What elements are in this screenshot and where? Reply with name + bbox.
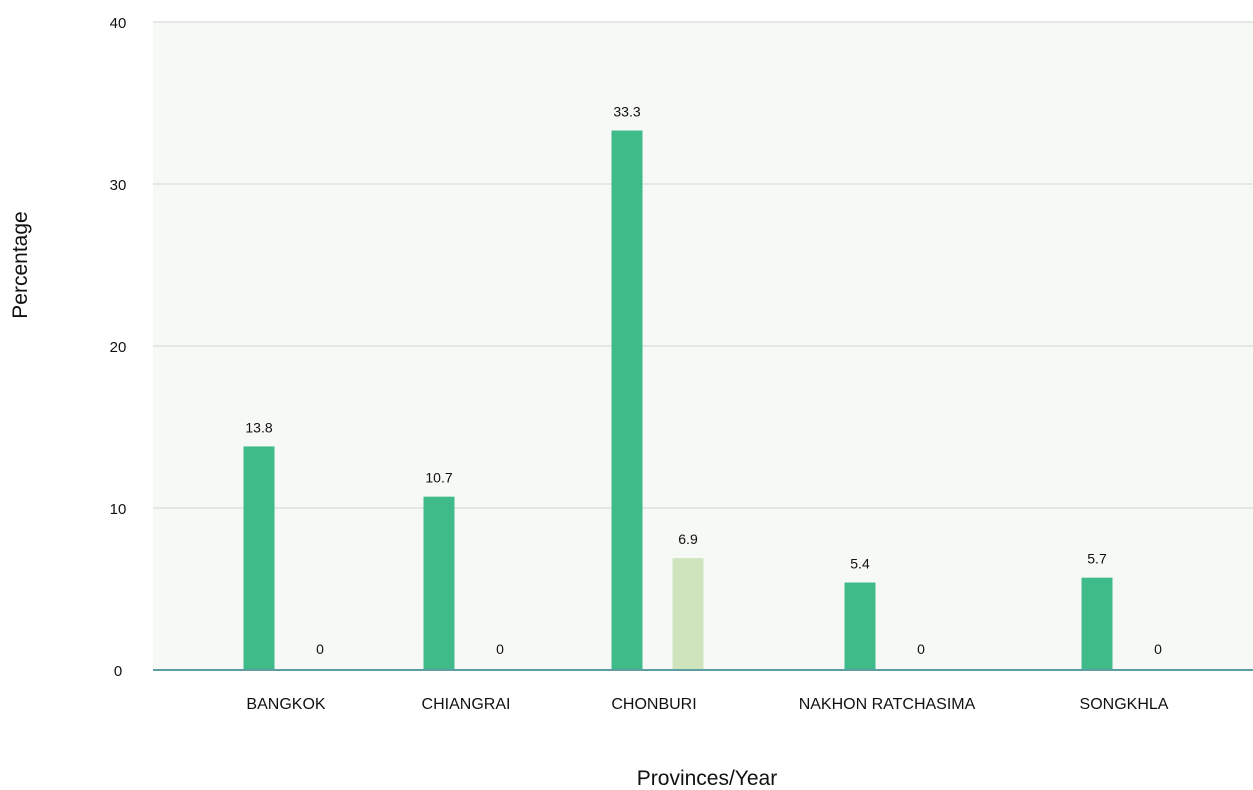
data-label: 10.7 <box>425 470 452 486</box>
x-tick-label: BANGKOK <box>246 696 325 713</box>
data-label: 33.3 <box>613 104 640 120</box>
data-label: 0 <box>496 641 504 657</box>
x-tick-label: SONGKHLA <box>1080 696 1169 713</box>
bar <box>423 496 455 670</box>
bars <box>243 130 1113 671</box>
y-tick-label: 40 <box>110 15 127 32</box>
y-axis-title: Percentage <box>9 211 32 318</box>
data-label: 6.9 <box>678 531 698 547</box>
bar <box>611 130 643 671</box>
gridlines <box>153 21 1253 509</box>
data-label: 0 <box>316 641 324 657</box>
data-label: 5.7 <box>1087 551 1107 567</box>
y-tick-label: 30 <box>110 177 127 194</box>
data-label: 13.8 <box>245 419 272 435</box>
y-tick-label: 20 <box>110 339 127 356</box>
y-tick-label: 0 <box>114 663 122 680</box>
bar <box>672 558 704 670</box>
bar <box>844 582 876 670</box>
data-labels: 13.8 10.7 33.3 5.4 5.7 0 0 6.9 0 0 <box>245 104 1162 657</box>
bar <box>243 446 275 670</box>
x-tick-label: NAKHON RATCHASIMA <box>799 696 976 713</box>
x-tick-label: CHIANGRAI <box>422 696 511 713</box>
x-axis-title: Provinces/Year <box>637 767 777 790</box>
y-tick-label: 10 <box>110 501 127 518</box>
data-label: 0 <box>1154 641 1162 657</box>
data-label: 5.4 <box>850 556 870 572</box>
bar <box>1081 577 1113 670</box>
axes: 0 10 20 30 40 BANGKOK CHIANGRAI CHONBURI NAKHON … <box>110 15 1253 713</box>
x-tick-label: CHONBURI <box>611 696 696 713</box>
data-label: 0 <box>917 641 925 657</box>
